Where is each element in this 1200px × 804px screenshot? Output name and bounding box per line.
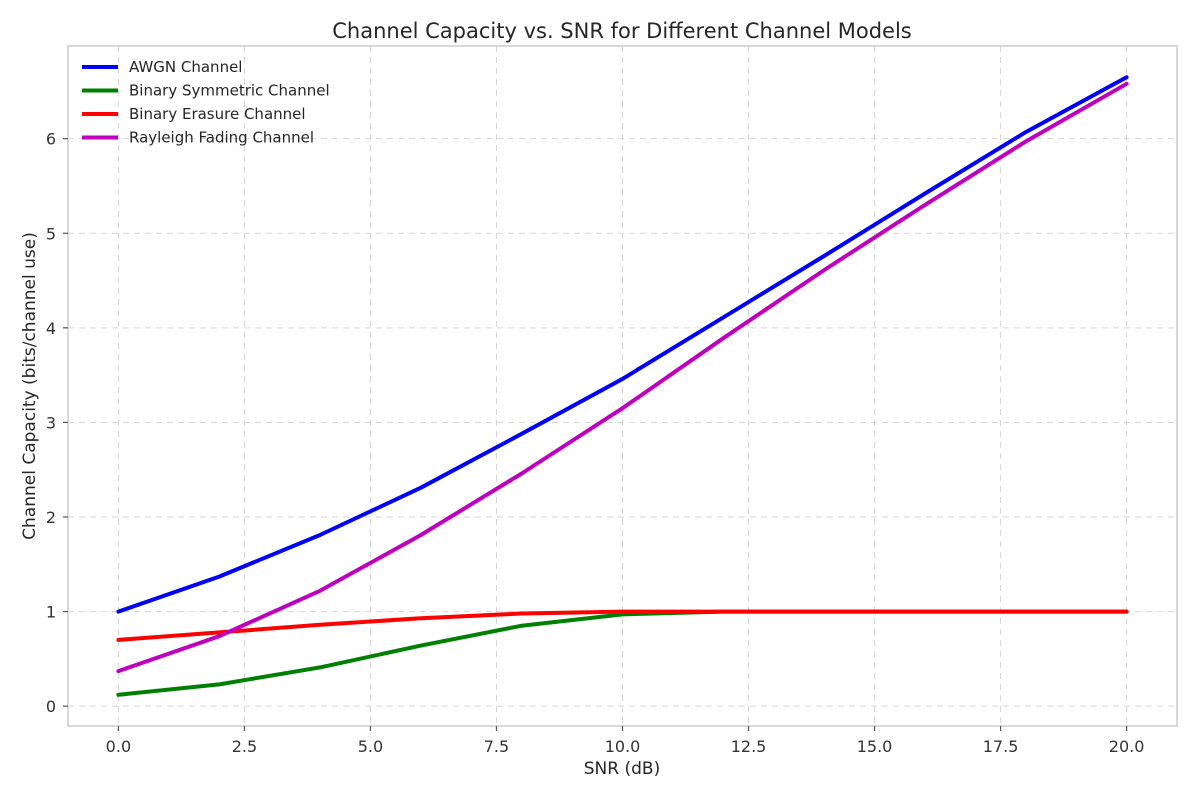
grid <box>68 46 1177 726</box>
x-tick-label: 5.0 <box>358 737 383 756</box>
axis-ticks: 0.0 2.5 5.0 7.5 10.0 12.5 15.0 17.5 20.0 0 1 2 3 4 5 6 <box>46 130 1145 756</box>
y-tick-label: 0 <box>46 697 56 716</box>
series-line-rayleigh-fading-channel <box>116 81 1129 674</box>
series-lines <box>116 75 1129 697</box>
x-tick-label: 17.5 <box>983 737 1019 756</box>
x-tick-label: 15.0 <box>857 737 893 756</box>
series-line-awgn-channel <box>116 75 1129 614</box>
legend-label-binary-symmetric-channel: Binary Symmetric Channel <box>129 82 330 100</box>
y-tick-label: 5 <box>46 224 56 243</box>
x-axis-label: SNR (dB) <box>584 759 660 779</box>
y-axis-label: Channel Capacity (bits/channel use) <box>20 232 40 540</box>
x-tick-label: 20.0 <box>1109 737 1145 756</box>
y-tick-label: 3 <box>46 413 56 432</box>
legend-label-binary-erasure-channel: Binary Erasure Channel <box>129 105 306 123</box>
legend: AWGN Channel Binary Symmetric Channel Bina… <box>82 58 330 147</box>
x-tick-label: 0.0 <box>106 737 131 756</box>
legend-label-awgn-channel: AWGN Channel <box>129 58 242 76</box>
y-tick-label: 4 <box>46 319 56 338</box>
x-tick-label: 12.5 <box>731 737 767 756</box>
x-tick-label: 2.5 <box>232 737 257 756</box>
y-tick-label: 1 <box>46 603 56 622</box>
x-tick-label: 7.5 <box>484 737 509 756</box>
series-line-binary-erasure-channel <box>116 609 1129 642</box>
x-tick-label: 10.0 <box>605 737 641 756</box>
y-tick-label: 2 <box>46 508 56 527</box>
y-tick-label: 6 <box>46 130 56 149</box>
legend-label-rayleigh-fading-channel: Rayleigh Fading Channel <box>129 129 314 147</box>
chart-title: Channel Capacity vs. SNR for Different C… <box>332 19 912 43</box>
